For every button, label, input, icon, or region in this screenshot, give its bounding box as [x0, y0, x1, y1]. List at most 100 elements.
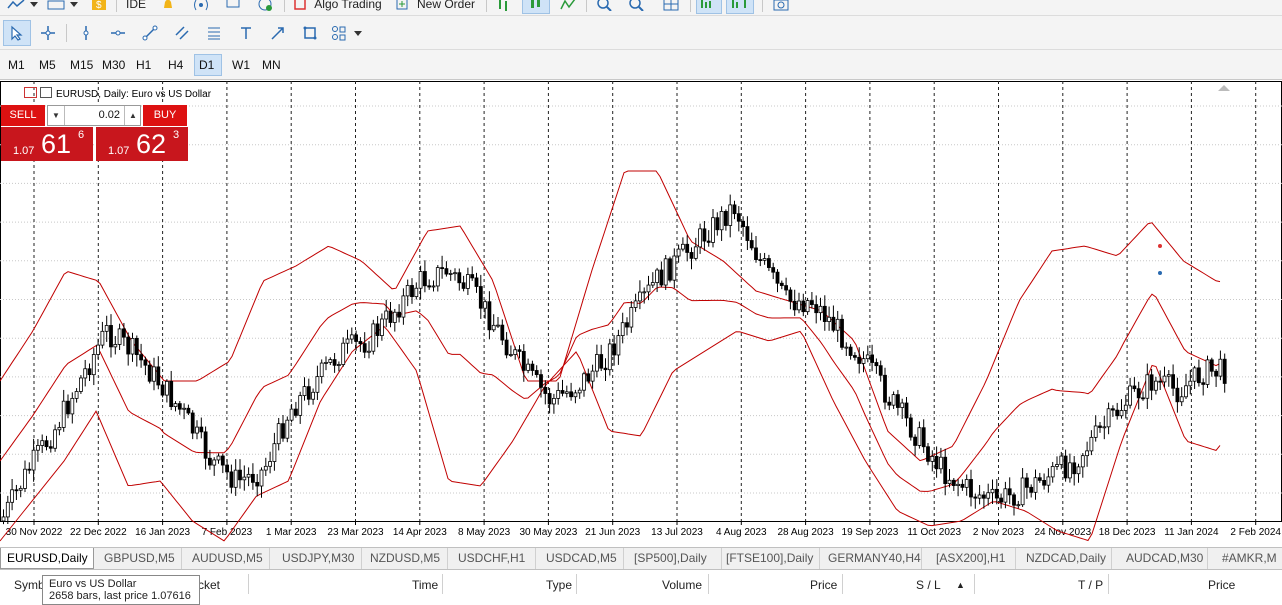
- bar-chart-icon[interactable]: [492, 0, 516, 14]
- tab-amkr-m[interactable]: #AMKR,M: [1222, 551, 1277, 565]
- chevron-down-icon[interactable]: [351, 20, 365, 46]
- lot-increase-icon[interactable]: ▲: [124, 106, 141, 125]
- chevron-down-icon[interactable]: [68, 0, 80, 14]
- market-icon[interactable]: $: [88, 0, 110, 14]
- tab-audusd-m5[interactable]: AUDUSD,M5: [186, 548, 270, 569]
- timeframe-w1[interactable]: W1: [232, 58, 250, 72]
- candle-body: [977, 494, 982, 499]
- candle-body: [1171, 374, 1175, 389]
- tab-gbpusd-m5[interactable]: GBPUSD,M5: [98, 548, 182, 569]
- channel-icon[interactable]: [168, 20, 196, 46]
- chart-type-icon[interactable]: [4, 0, 28, 14]
- horizontal-line-icon[interactable]: [104, 20, 132, 46]
- new-order-icon[interactable]: [394, 0, 410, 14]
- bell-icon[interactable]: [158, 0, 178, 14]
- tab-sp500-daily[interactable]: [SP500],Daily: [628, 548, 722, 569]
- timeframe-m30[interactable]: M30: [102, 58, 126, 72]
- templates-icon[interactable]: [44, 0, 68, 14]
- bollinger-lower-band: [0, 325, 1221, 542]
- ide-button[interactable]: IDE: [125, 0, 146, 11]
- text-tool-icon[interactable]: [232, 20, 260, 46]
- candle-body: [951, 479, 956, 486]
- col-price[interactable]: Price: [810, 578, 838, 592]
- candle-body: [724, 211, 728, 226]
- candle-body: [465, 274, 470, 289]
- candle-body: [994, 488, 999, 499]
- timeframe-h4[interactable]: H4: [168, 58, 184, 72]
- buy-price[interactable]: 1.07 62 3: [96, 127, 188, 161]
- tab-nzdusd-m5[interactable]: NZDUSD,M5: [364, 548, 448, 569]
- tab-usdcad-m5[interactable]: USDCAD,M5: [540, 548, 624, 569]
- auto-scroll-icon[interactable]: [696, 0, 722, 14]
- chevron-down-icon[interactable]: [28, 0, 40, 14]
- tab-ftse100-daily[interactable]: [FTSE100],Daily: [720, 548, 820, 569]
- lot-size-value[interactable]: 0.02: [98, 109, 120, 121]
- vertical-line-icon[interactable]: [72, 20, 100, 46]
- col-sl[interactable]: S / L: [916, 578, 941, 592]
- price-chart[interactable]: 30 Nov 2022 22 Dec 2022 16 Jan 2023 7 Feb 2…: [0, 81, 1282, 547]
- col-symbol[interactable]: Symb: [14, 578, 45, 592]
- col-price-current[interactable]: Price: [1208, 578, 1236, 592]
- tab-nzdcad-daily[interactable]: NZDCAD,Daily: [1020, 548, 1112, 569]
- col-time[interactable]: Time: [412, 578, 439, 592]
- candle-body: [595, 354, 599, 372]
- line-chart-icon[interactable]: [556, 0, 580, 14]
- arrow-tool-icon[interactable]: [264, 20, 292, 46]
- candle-body: [268, 461, 273, 467]
- candle-body: [1123, 404, 1128, 411]
- shapes-icon[interactable]: [328, 20, 350, 46]
- candle-body: [53, 429, 57, 449]
- col-volume[interactable]: Volume: [662, 578, 703, 592]
- tab-usdjpy-m30[interactable]: USDJPY,M30: [276, 548, 362, 569]
- candle-body: [410, 285, 414, 298]
- lot-decrease-icon[interactable]: ▼: [48, 106, 65, 125]
- chart-shift-icon[interactable]: [726, 0, 754, 14]
- candle-body: [1080, 455, 1085, 468]
- new-order-button[interactable]: New Order: [416, 0, 475, 11]
- candle-body: [784, 285, 788, 291]
- candle-body: [276, 423, 281, 445]
- candle-body: [616, 335, 621, 356]
- tab-eurusd-daily[interactable]: EURUSD,Daily: [0, 548, 94, 569]
- timeframe-d1[interactable]: D1: [194, 54, 222, 76]
- candle-body: [526, 363, 530, 371]
- sell-price[interactable]: 1.07 61 6: [1, 127, 93, 161]
- buy-button[interactable]: BUY: [143, 105, 187, 126]
- zoom-out-icon[interactable]: [626, 0, 648, 14]
- trendline-icon[interactable]: [136, 20, 164, 46]
- lot-size-input[interactable]: ▼ 0.02 ▲: [47, 105, 141, 126]
- tab-usdchf-h1[interactable]: USDCHF,H1: [452, 548, 536, 569]
- signal-icon[interactable]: [190, 0, 212, 14]
- crosshair-icon[interactable]: [34, 20, 62, 46]
- rectangle-tool-icon[interactable]: [296, 20, 324, 46]
- vps-icon[interactable]: [222, 0, 244, 14]
- timeframe-m15[interactable]: M15: [70, 58, 94, 72]
- candle-body: [822, 305, 827, 322]
- tab-germany40-h4[interactable]: GERMANY40,H4: [822, 548, 922, 569]
- timeframe-m5[interactable]: M5: [39, 58, 56, 72]
- candle-body: [1025, 477, 1029, 488]
- candle-body: [878, 365, 883, 376]
- chart-menu-icon[interactable]: [24, 87, 37, 98]
- tab-audcad-m30[interactable]: AUDCAD,M30: [1120, 548, 1208, 569]
- timeframe-mn[interactable]: MN: [262, 58, 281, 72]
- candle-body: [556, 390, 561, 399]
- timeframe-m1[interactable]: M1: [8, 58, 25, 72]
- tab-asx200-h1[interactable]: [ASX200],H1: [930, 548, 1016, 569]
- camera-icon[interactable]: [770, 0, 792, 14]
- tile-windows-icon[interactable]: [660, 0, 682, 14]
- candlestick-icon[interactable]: [522, 0, 550, 14]
- col-ticket[interactable]: cket: [198, 578, 221, 592]
- col-tp[interactable]: T / P: [1078, 578, 1104, 592]
- col-type[interactable]: Type: [546, 578, 573, 592]
- fibonacci-icon[interactable]: [200, 20, 228, 46]
- algo-trading-icon[interactable]: [292, 0, 308, 14]
- web-icon[interactable]: [254, 0, 276, 14]
- zoom-in-icon[interactable]: [594, 0, 616, 14]
- candle-body: [797, 300, 801, 311]
- timeframe-h1[interactable]: H1: [136, 58, 152, 72]
- cursor-icon[interactable]: [3, 20, 31, 46]
- candle-body: [44, 440, 49, 448]
- sell-button[interactable]: SELL: [1, 105, 45, 126]
- algo-trading-button[interactable]: Algo Trading: [314, 0, 382, 11]
